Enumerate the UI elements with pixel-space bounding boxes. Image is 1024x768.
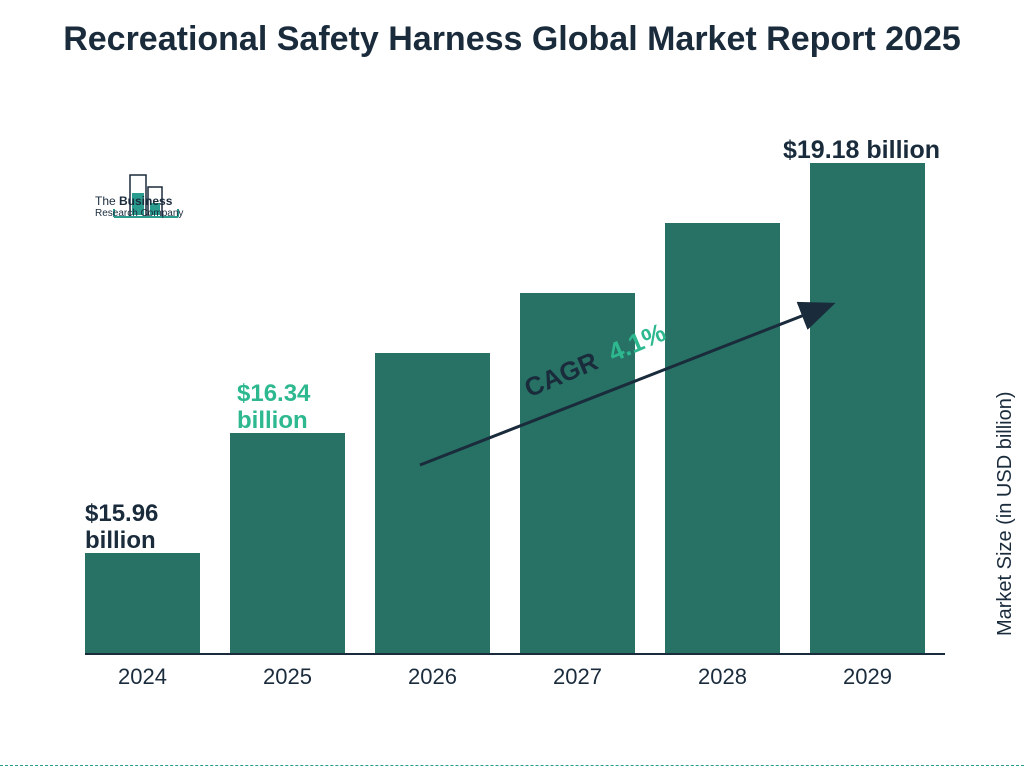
chart-title: Recreational Safety Harness Global Marke… (0, 18, 1024, 61)
value-label-0: $15.96billion (85, 500, 158, 555)
cagr-arrow (420, 305, 830, 465)
bar-rect (85, 553, 200, 653)
cagr-annotation: CAGR 4.1% (410, 295, 860, 475)
bar-rect (230, 433, 345, 653)
x-label-2026: 2026 (375, 664, 490, 690)
bar-chart: 2024 2025 2026 2027 2028 2029 $15.96billion $1… (85, 150, 945, 690)
value-label-1: $16.34billion (237, 380, 310, 435)
x-label-2028: 2028 (665, 664, 780, 690)
x-label-2029: 2029 (810, 664, 925, 690)
value-label-2: $19.18 billion (783, 136, 940, 165)
x-label-2025: 2025 (230, 664, 345, 690)
y-axis-label: Market Size (in USD billion) (995, 392, 1018, 637)
bar-2025 (230, 433, 345, 653)
x-label-2027: 2027 (520, 664, 635, 690)
bottom-dashed-line (0, 765, 1024, 766)
bar-2024 (85, 553, 200, 653)
x-axis-line (85, 653, 945, 655)
y-axis-label-text: Market Size (in USD billion) (995, 392, 1017, 637)
x-label-2024: 2024 (85, 664, 200, 690)
title-text: Recreational Safety Harness Global Marke… (63, 20, 961, 58)
